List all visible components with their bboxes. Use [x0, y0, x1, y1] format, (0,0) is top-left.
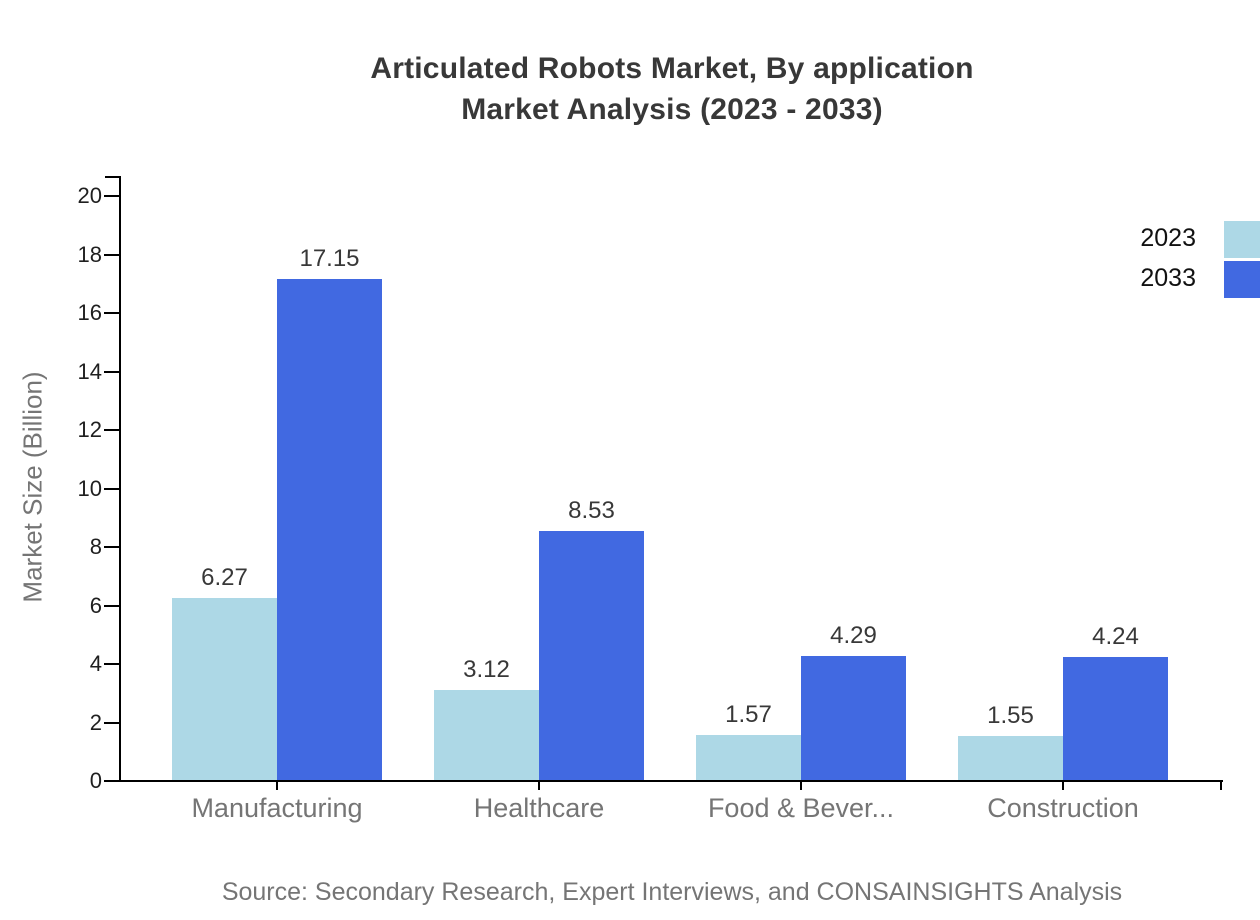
y-tick-label-20: 20	[77, 183, 102, 208]
y-tick-8	[104, 546, 119, 548]
bar-2023-healthcare	[434, 690, 539, 781]
legend-label-2033[interactable]: 2033	[1140, 264, 1196, 292]
y-tick-6	[104, 605, 119, 607]
y-tick-16	[104, 312, 119, 314]
bar-2033-construction	[1063, 657, 1168, 781]
value-label-2023-construction: 1.55	[987, 702, 1034, 729]
legend-swatch-2023[interactable]	[1224, 221, 1260, 258]
y-tick-label-4: 4	[89, 651, 102, 676]
bar-2023-manufacturing	[172, 598, 277, 781]
bar-2023-food-bever	[696, 735, 801, 781]
legend-swatch-2033[interactable]	[1224, 261, 1260, 298]
y-tick-label-18: 18	[77, 242, 102, 267]
value-label-2023-healthcare: 3.12	[463, 656, 510, 683]
x-category-label-healthcare: Healthcare	[473, 793, 605, 823]
x-tick-3	[1062, 781, 1064, 790]
x-tick-2	[800, 781, 802, 790]
value-label-2023-food-bever: 1.57	[725, 701, 772, 728]
x-category-label-construction: Construction	[987, 793, 1139, 823]
y-tick-label-6: 6	[89, 593, 102, 618]
source-note: Source: Secondary Research, Expert Inter…	[221, 878, 1123, 906]
y-tick-0	[104, 780, 119, 782]
legend-label-2023[interactable]: 2023	[1140, 224, 1196, 252]
x-category-label-food-bever: Food & Bever...	[707, 793, 895, 823]
y-tick-label-12: 12	[77, 417, 102, 442]
chart-title-line1: Articulated Robots Market, By applicatio…	[370, 52, 974, 85]
y-axis-line	[119, 176, 121, 782]
y-tick-label-2: 2	[89, 710, 102, 735]
y-tick-10	[104, 488, 119, 490]
y-tick-12	[104, 429, 119, 431]
bar-2033-manufacturing	[277, 279, 382, 781]
y-tick-4	[104, 663, 119, 665]
y-tick-label-0: 0	[89, 768, 102, 793]
x-tick-0	[276, 781, 278, 790]
y-tick-20	[104, 195, 119, 197]
y-axis-end-cap	[105, 176, 120, 178]
y-tick-14	[104, 371, 119, 373]
y-tick-2	[104, 722, 119, 724]
bar-2023-construction	[958, 736, 1063, 781]
y-tick-label-8: 8	[89, 534, 102, 559]
value-label-2033-manufacturing: 17.15	[299, 245, 360, 272]
x-axis-line	[119, 780, 1223, 782]
x-tick-1	[538, 781, 540, 790]
x-category-label-manufacturing: Manufacturing	[191, 793, 363, 823]
x-tick-4	[1220, 781, 1222, 790]
chart-title: Articulated Robots Market, By applicatio…	[120, 48, 1224, 130]
value-label-2023-manufacturing: 6.27	[201, 564, 248, 591]
y-tick-label-14: 14	[77, 359, 102, 384]
y-tick-18	[104, 254, 119, 256]
chart-title-line2: Market Analysis (2023 - 2033)	[461, 93, 883, 126]
y-tick-label-16: 16	[77, 300, 102, 325]
value-label-2033-construction: 4.24	[1092, 623, 1139, 650]
y-tick-label-10: 10	[77, 476, 102, 501]
value-label-2033-food-bever: 4.29	[830, 622, 877, 649]
bar-2033-food-bever	[801, 656, 906, 781]
bar-2033-healthcare	[539, 531, 644, 781]
value-label-2033-healthcare: 8.53	[568, 497, 615, 524]
